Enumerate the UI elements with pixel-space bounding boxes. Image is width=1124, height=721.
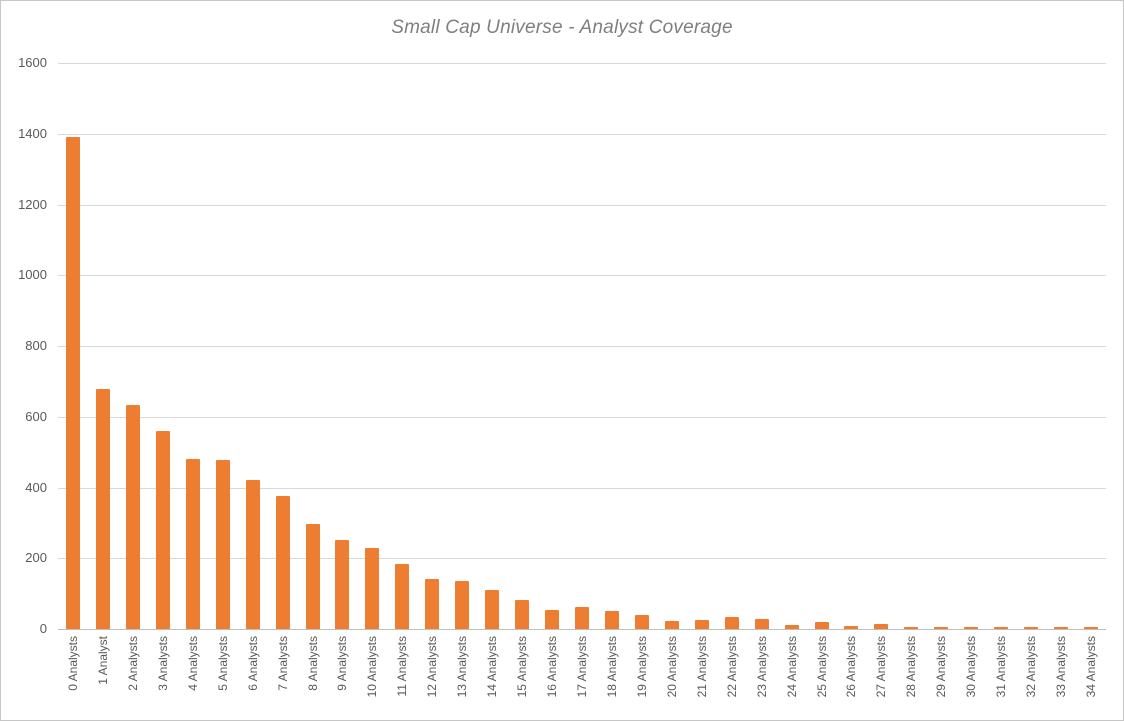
y-tick-label-800: 800	[25, 338, 47, 353]
x-tick-label-3-analysts: 3 Analysts	[155, 636, 170, 691]
x-tick-label-32-analysts: 32 Analysts	[1024, 636, 1039, 698]
x-tick-label-25-analysts: 25 Analysts	[814, 636, 829, 698]
y-tick-label-1200: 1200	[18, 196, 47, 212]
bar-2-analysts	[125, 405, 140, 629]
y-tick-label-200: 200	[25, 550, 47, 566]
bar-17-analysts	[575, 607, 589, 629]
x-tick-label-28-analysts: 28 Analysts	[904, 636, 919, 698]
bar-8-analysts	[305, 523, 320, 629]
x-tick-label-27-analysts: 27 Analysts	[874, 636, 889, 698]
bar-14-analysts	[485, 590, 500, 629]
x-tick-label-4-analysts: 4 Analysts	[185, 636, 200, 691]
x-tick-label-7-analysts: 7 Analysts	[275, 636, 290, 691]
x-tick-label-24-analysts: 24 Analysts	[784, 636, 799, 698]
x-tick-label-23-analysts: 23 Analysts	[754, 636, 769, 698]
y-tick-label-400: 400	[25, 479, 47, 495]
gridline-800	[58, 346, 1106, 347]
x-tick-label-6-analysts: 6 Analysts	[245, 636, 260, 691]
bar-30-analysts	[964, 626, 979, 629]
bar-10-analysts	[365, 548, 380, 629]
bar-22-analysts	[724, 617, 739, 629]
x-tick-label-1-analyst: 1 Analyst	[95, 636, 110, 685]
bar-33-analysts	[1054, 626, 1069, 629]
x-tick-label-21-analysts: 21 Analysts	[694, 636, 709, 698]
gridline-1400	[58, 133, 1106, 135]
gridline-400	[58, 487, 1106, 489]
chart-title: Small Cap Universe - Analyst Coverage	[391, 17, 733, 38]
bar-15-analysts	[515, 600, 530, 629]
bar-13-analysts	[455, 580, 470, 629]
x-tick-label-33-analysts: 33 Analysts	[1054, 636, 1069, 698]
x-tick-label-2-analysts: 2 Analysts	[125, 636, 140, 691]
gridline-1200	[58, 204, 1106, 206]
y-tick-label-600: 600	[25, 408, 47, 424]
bar-0-analysts	[65, 136, 80, 629]
bar-27-analysts	[874, 624, 889, 629]
x-tick-label-26-analysts: 26 Analysts	[844, 636, 859, 698]
x-tick-label-30-analysts: 30 Analysts	[964, 636, 979, 698]
bar-28-analysts	[904, 626, 919, 629]
gridline-1600	[58, 63, 1106, 64]
bar-31-analysts	[994, 626, 1009, 629]
x-tick-label-19-analysts: 19 Analysts	[634, 636, 649, 698]
bar-26-analysts	[844, 626, 859, 629]
bar-18-analysts	[604, 610, 619, 629]
bar-4-analysts	[185, 459, 200, 629]
x-tick-label-0-analysts: 0 Analysts	[65, 636, 80, 691]
x-tick-label-12-analysts: 12 Analysts	[425, 636, 440, 698]
x-tick-label-10-analysts: 10 Analysts	[365, 636, 380, 698]
bar-9-analysts	[335, 539, 350, 629]
bar-32-analysts	[1024, 626, 1039, 629]
x-tick-label-34-analysts: 34 Analysts	[1084, 636, 1099, 698]
bar-19-analysts	[634, 615, 649, 629]
x-tick-label-13-analysts: 13 Analysts	[455, 636, 470, 698]
bar-25-analysts	[814, 622, 829, 629]
bar-6-analysts	[245, 479, 260, 629]
bar-21-analysts	[694, 620, 709, 629]
bar-23-analysts	[754, 619, 769, 629]
x-tick-label-8-analysts: 8 Analysts	[305, 636, 320, 691]
x-tick-label-31-analysts: 31 Analysts	[994, 636, 1009, 698]
gridline-1000	[58, 275, 1106, 277]
bar-34-analysts	[1084, 626, 1099, 629]
x-tick-label-17-analysts: 17 Analysts	[575, 636, 589, 698]
y-tick-label-1600: 1600	[18, 55, 47, 70]
y-tick-label-1000: 1000	[18, 267, 47, 283]
y-tick-label-0: 0	[39, 621, 47, 636]
x-tick-label-20-analysts: 20 Analysts	[664, 636, 679, 698]
x-axis-line	[58, 629, 1106, 630]
bar-11-analysts	[395, 563, 410, 629]
x-tick-label-15-analysts: 15 Analysts	[515, 636, 530, 698]
bar-12-analysts	[425, 579, 440, 629]
bar-1-analyst	[95, 388, 110, 629]
bar-5-analysts	[215, 460, 230, 629]
x-tick-label-16-analysts: 16 Analysts	[545, 636, 560, 698]
x-tick-label-9-analysts: 9 Analysts	[335, 636, 350, 691]
bar-20-analysts	[664, 620, 679, 629]
bar-3-analysts	[155, 430, 170, 629]
x-tick-label-29-analysts: 29 Analysts	[934, 636, 949, 698]
y-tick-label-1400: 1400	[18, 125, 47, 141]
x-tick-label-5-analysts: 5 Analysts	[215, 636, 230, 691]
bar-29-analysts	[934, 626, 949, 629]
plot-area: 0 Analysts 1 Analyst 2 Analysts 3 Analysts 4…	[58, 63, 1106, 697]
x-tick-label-11-analysts: 11 Analysts	[395, 636, 410, 697]
bar-7-analysts	[275, 496, 290, 629]
bar-24-analysts	[784, 624, 799, 629]
gridline-200	[58, 558, 1106, 560]
x-tick-label-14-analysts: 14 Analysts	[485, 636, 500, 698]
bar-16-analysts	[545, 609, 560, 629]
x-tick-label-18-analysts: 18 Analysts	[604, 636, 619, 698]
x-tick-label-22-analysts: 22 Analysts	[724, 636, 739, 698]
gridline-600	[58, 416, 1106, 418]
